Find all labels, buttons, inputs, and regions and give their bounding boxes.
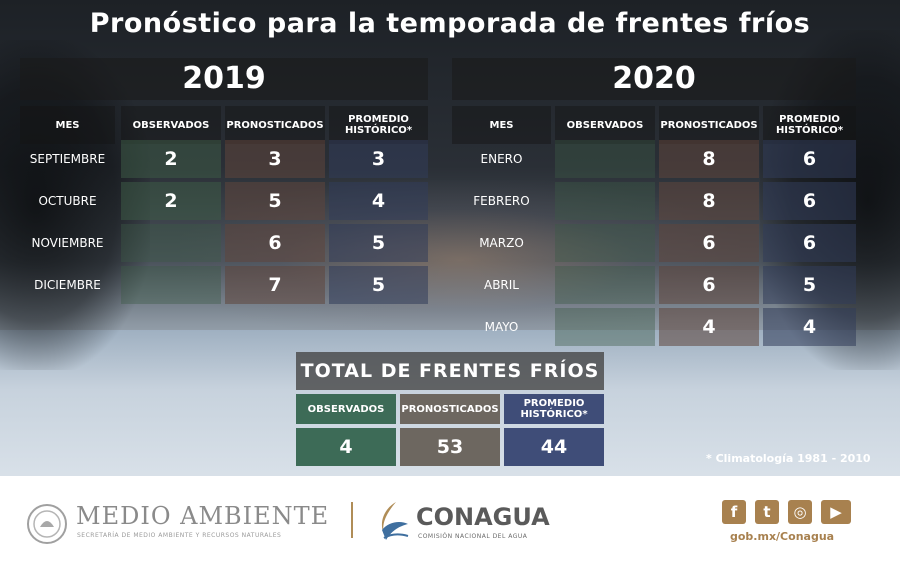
header-pronosticados-2019: PRONOSTICADOS [225, 106, 325, 144]
month-label: FEBRERO [473, 194, 530, 208]
pronosticados-value: 4 [659, 308, 759, 346]
pronosticados-value: 6 [659, 266, 759, 304]
month-label: DICIEMBRE [34, 278, 101, 292]
medio-ambiente-subtitle: SECRETARÍA DE MEDIO AMBIENTE Y RECURSOS … [77, 532, 282, 539]
year-2019-header: 2019 [20, 58, 428, 100]
promedio-value: 3 [329, 140, 428, 178]
observados-value [555, 140, 655, 178]
pronosticados-value: 8 [659, 140, 759, 178]
conagua-logo-icon [381, 502, 409, 540]
promedio-value: 4 [763, 308, 856, 346]
observados-value [121, 266, 221, 304]
month-label: MARZO [479, 236, 524, 250]
header-promedio-2019: PROMEDIO HISTÓRICO* [329, 106, 428, 144]
promedio-value: 5 [329, 266, 428, 304]
observados-value [555, 308, 655, 346]
month-label: SEPTIEMBRE [29, 152, 106, 166]
month-label: OCTUBRE [38, 194, 97, 208]
promedio-value: 4 [329, 182, 428, 220]
observados-value: 2 [121, 182, 221, 220]
month-label: MAYO [484, 320, 519, 334]
month-label: ABRIL [483, 278, 519, 292]
pronosticados-value: 6 [659, 224, 759, 262]
seal-icon [27, 504, 67, 544]
observados-value [121, 224, 221, 262]
header-observados-2020: OBSERVADOS [555, 106, 655, 144]
month-label: ENERO [480, 152, 523, 166]
month-label: NOVIEMBRE [31, 236, 104, 250]
header-mes-2020: MES [452, 106, 551, 144]
year-2020-header: 2020 [452, 58, 856, 100]
footer [0, 476, 900, 571]
header-mes-2019: MES [20, 106, 115, 144]
observados-value [555, 266, 655, 304]
total-pronosticados-label: PRONOSTICADOS [400, 394, 500, 424]
instagram-icon[interactable]: ◎ [788, 500, 812, 524]
promedio-value: 6 [763, 140, 856, 178]
header-observados-2019: OBSERVADOS [121, 106, 221, 144]
pronosticados-value: 7 [225, 266, 325, 304]
header-pronosticados-2020: PRONOSTICADOS [659, 106, 759, 144]
youtube-icon[interactable]: ▶ [821, 500, 851, 524]
total-observados-value: 4 [296, 428, 396, 466]
facebook-icon[interactable]: f [722, 500, 746, 524]
promedio-value: 6 [763, 182, 856, 220]
total-promedio-label: PROMEDIO HISTÓRICO* [504, 394, 604, 424]
logo-divider [351, 502, 353, 538]
pronosticados-value: 3 [225, 140, 325, 178]
observados-value: 2 [121, 140, 221, 178]
pronosticados-value: 5 [225, 182, 325, 220]
promedio-value: 6 [763, 224, 856, 262]
total-promedio-value: 44 [504, 428, 604, 466]
twitter-icon[interactable]: t [755, 500, 779, 524]
pronosticados-value: 8 [659, 182, 759, 220]
conagua-subtitle: COMISIÓN NACIONAL DEL AGUA [418, 533, 528, 540]
total-title: TOTAL DE FRENTES FRÍOS [296, 352, 604, 390]
gob-link[interactable]: gob.mx/Conagua [730, 530, 835, 543]
promedio-value: 5 [329, 224, 428, 262]
conagua-logo-text: CONAGUA [416, 503, 550, 531]
header-promedio-2020: PROMEDIO HISTÓRICO* [763, 106, 856, 144]
promedio-value: 5 [763, 266, 856, 304]
observados-value [555, 182, 655, 220]
observados-value [555, 224, 655, 262]
page-title: Pronóstico para la temporada de frentes … [89, 8, 811, 39]
medio-ambiente-logo-text: MEDIO AMBIENTE [76, 502, 330, 530]
total-pronosticados-value: 53 [400, 428, 500, 466]
total-observados-label: OBSERVADOS [296, 394, 396, 424]
footnote: * Climatología 1981 - 2010 [706, 452, 871, 465]
pronosticados-value: 6 [225, 224, 325, 262]
